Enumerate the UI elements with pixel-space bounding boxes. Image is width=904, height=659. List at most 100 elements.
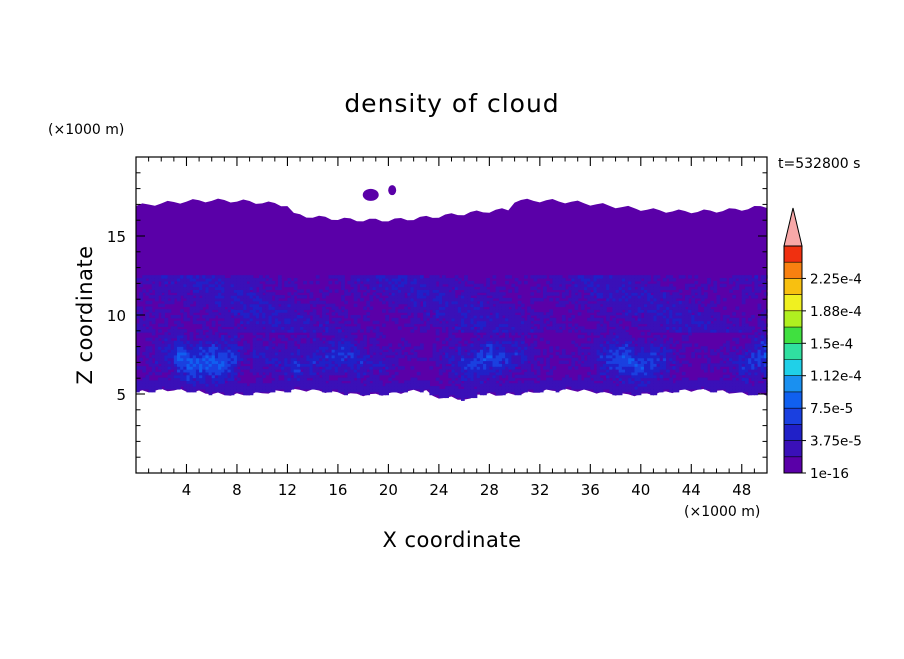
contour-cell [211, 295, 216, 299]
contour-cell [596, 317, 601, 322]
contour-cell [265, 386, 270, 390]
contour-cell [404, 275, 408, 279]
contour-cell [167, 309, 172, 313]
contour-cell [262, 363, 266, 367]
contour-cell [224, 337, 229, 342]
contour-cell [628, 369, 632, 373]
contour-cell [154, 309, 159, 313]
contour-cell [476, 303, 481, 308]
contour-cell [565, 280, 569, 285]
contour-cell [199, 386, 203, 390]
contour-cell [385, 283, 389, 288]
contour-cell [265, 369, 270, 373]
contour-cell [508, 303, 513, 308]
contour-cell [625, 326, 629, 330]
contour-cell [356, 377, 361, 382]
contour-cell [612, 354, 617, 359]
contour-cell [606, 292, 610, 296]
contour-cell [284, 315, 289, 319]
contour-cell [265, 320, 270, 325]
contour-cell [681, 320, 686, 325]
contour-cell [621, 343, 626, 347]
contour-cell [457, 366, 462, 370]
contour-cell [492, 363, 497, 367]
contour-cell [322, 309, 326, 313]
contour-cell [265, 292, 270, 296]
contour-cell [218, 377, 222, 382]
contour-cell [612, 275, 617, 279]
contour-cell [309, 334, 314, 339]
contour-cell [173, 315, 178, 319]
contour-cell [315, 329, 320, 333]
contour-cell [145, 351, 150, 356]
contour-cell [410, 278, 415, 282]
contour-cell [470, 369, 475, 373]
contour-cell [476, 295, 481, 299]
contour-cell [549, 312, 554, 316]
contour-cell [236, 289, 241, 293]
contour-cell [457, 371, 462, 376]
contour-cell [243, 360, 248, 364]
contour-cell [284, 386, 289, 390]
contour-cell [303, 346, 307, 350]
contour-cell [158, 380, 162, 384]
contour-cell [334, 306, 339, 310]
contour-cell [372, 283, 377, 288]
contour-cell [177, 366, 181, 370]
contour-cell [265, 286, 270, 290]
contour-cell [470, 360, 475, 364]
contour-cell [618, 289, 623, 293]
contour-cell [587, 295, 591, 299]
contour-cell [397, 388, 402, 393]
contour-cell [473, 329, 478, 333]
contour-cell [558, 383, 563, 387]
contour-cell [211, 283, 216, 288]
contour-cell [505, 383, 509, 387]
contour-cell [293, 320, 298, 325]
contour-cell [637, 283, 642, 288]
contour-cell [495, 366, 500, 370]
contour-cell [161, 337, 165, 342]
contour-cell [167, 278, 172, 282]
contour-cell [274, 295, 279, 299]
contour-cell [293, 346, 298, 350]
contour-cell [287, 363, 292, 367]
contour-cell [647, 306, 651, 310]
contour-cell [158, 343, 162, 347]
contour-cell [625, 312, 629, 316]
contour-cell [520, 340, 525, 345]
contour-cell [445, 289, 449, 293]
contour-cell [451, 349, 456, 353]
contour-cell [265, 360, 270, 364]
contour-cell [170, 349, 175, 353]
contour-cell [413, 295, 418, 299]
contour-cell [476, 380, 481, 384]
contour-cell [555, 303, 560, 308]
contour-cell [662, 383, 667, 387]
contour-cell [628, 386, 632, 390]
contour-cell [628, 340, 632, 345]
contour-cell [170, 295, 175, 299]
contour-cell [142, 329, 147, 333]
contour-cell [451, 315, 456, 319]
contour-cell [653, 320, 658, 325]
contour-cell [337, 386, 342, 390]
contour-cell [183, 369, 188, 373]
contour-cell [151, 295, 156, 299]
contour-cell [580, 349, 585, 353]
contour-cell [353, 354, 358, 359]
contour-cell [300, 386, 304, 390]
contour-cell [599, 354, 604, 359]
contour-cell [539, 315, 544, 319]
contour-cell [498, 369, 503, 373]
contour-cell [208, 354, 213, 359]
contour-cell [177, 380, 181, 384]
contour-cell [284, 369, 289, 373]
contour-cell [205, 315, 210, 319]
contour-cell [148, 278, 153, 282]
contour-cell [218, 351, 222, 356]
contour-cell [495, 334, 500, 339]
contour-cell [628, 306, 632, 310]
contour-cell [549, 346, 554, 350]
contour-cell [246, 295, 251, 299]
